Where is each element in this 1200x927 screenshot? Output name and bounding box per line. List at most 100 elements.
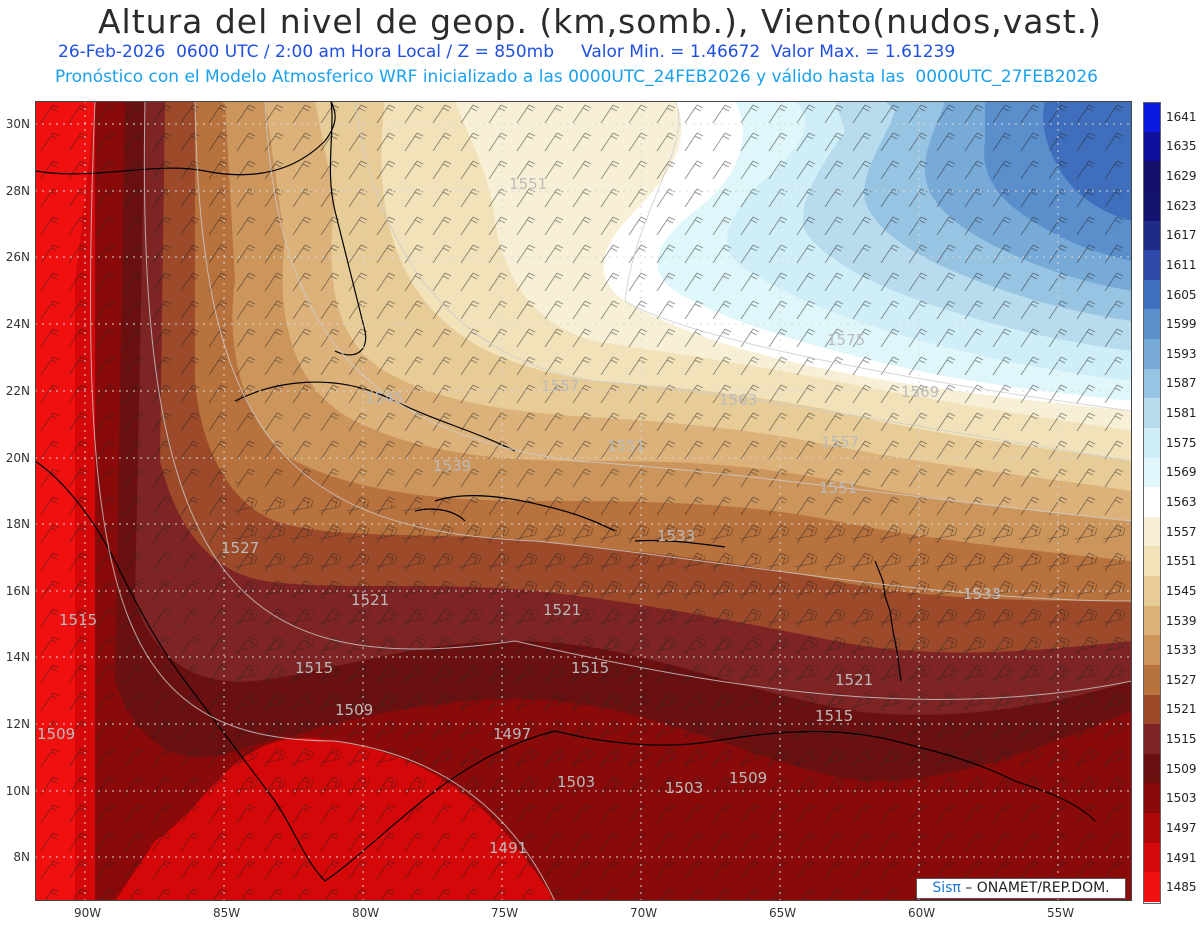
contour-label: 1563 bbox=[719, 391, 757, 409]
color-scale-swatch bbox=[1143, 516, 1160, 547]
color-scale-label: 1539 bbox=[1166, 613, 1197, 628]
color-scale-swatch bbox=[1143, 753, 1160, 784]
lat-label: 20N bbox=[5, 451, 30, 465]
contour-label: 1533 bbox=[657, 527, 695, 545]
lat-label: 18N bbox=[5, 517, 30, 531]
credit-box: Sisπ – ONAMET/REP.DOM. bbox=[916, 878, 1126, 899]
forecast-map: 1551 1575 1569 1563 1557 1551 1557 1545 … bbox=[35, 101, 1132, 901]
color-scale-label: 1551 bbox=[1166, 554, 1197, 569]
color-scale-swatch bbox=[1143, 576, 1160, 607]
contour-label: 1551 bbox=[509, 175, 547, 193]
color-scale-label: 1641 bbox=[1166, 109, 1197, 124]
lon-label: 60W bbox=[908, 906, 936, 920]
color-scale-swatch bbox=[1143, 694, 1160, 725]
contour-label: 1527 bbox=[221, 539, 259, 557]
color-scale-swatch bbox=[1143, 190, 1160, 221]
sistpi-logo: Sisπ bbox=[932, 880, 961, 896]
color-scale-swatch bbox=[1143, 813, 1160, 844]
lat-label: 14N bbox=[5, 650, 30, 664]
contour-label: 1551 bbox=[819, 479, 857, 497]
color-scale-swatch bbox=[1143, 368, 1160, 399]
color-scale-frame bbox=[1143, 102, 1161, 904]
color-scale-swatch bbox=[1143, 250, 1160, 281]
lon-label: 55W bbox=[1047, 906, 1075, 920]
contour-label: 1569 bbox=[901, 383, 939, 401]
lat-label: 8N bbox=[13, 850, 30, 864]
color-scale-label: 1635 bbox=[1166, 139, 1197, 154]
color-scale-label: 1581 bbox=[1166, 406, 1197, 421]
color-scale-swatch bbox=[1143, 398, 1160, 429]
color-scale-label: 1503 bbox=[1166, 791, 1197, 806]
contour-label: 1491 bbox=[489, 839, 527, 857]
color-scale-label: 1629 bbox=[1166, 169, 1197, 184]
color-scale-swatch bbox=[1143, 339, 1160, 370]
lat-label: 28N bbox=[5, 184, 30, 198]
color-scale-swatch bbox=[1143, 131, 1160, 162]
color-scale-label: 1497 bbox=[1166, 820, 1197, 835]
contour-label: 1509 bbox=[37, 725, 75, 743]
color-scale-label: 1521 bbox=[1166, 702, 1197, 717]
wind-barbs-trades bbox=[235, 481, 1132, 801]
gulf-coast-us bbox=[35, 101, 336, 176]
contour-label: 1521 bbox=[543, 601, 581, 619]
color-scale-swatch bbox=[1143, 724, 1160, 755]
lat-lon-grid bbox=[35, 101, 1132, 901]
contour-label: 1497 bbox=[493, 725, 531, 743]
map-canvas: 1551 1575 1569 1563 1557 1551 1557 1545 … bbox=[35, 101, 1132, 901]
color-scale-swatch bbox=[1143, 487, 1160, 518]
color-scale-label: 1575 bbox=[1166, 435, 1197, 450]
color-scale-swatch bbox=[1143, 220, 1160, 251]
lon-label: 85W bbox=[213, 906, 241, 920]
contour-label: 1551 bbox=[607, 437, 645, 455]
contour-label: 1533 bbox=[963, 585, 1001, 603]
contour-label: 1545 bbox=[365, 389, 403, 407]
color-scale-swatch bbox=[1143, 664, 1160, 696]
color-scale-label: 1605 bbox=[1166, 287, 1197, 302]
map-title: Altura del nivel de geop. (km,somb.), Vi… bbox=[97, 2, 1103, 41]
color-scale-label: 1491 bbox=[1166, 850, 1197, 865]
contour-lines bbox=[89, 101, 1132, 901]
color-scale-label: 1485 bbox=[1166, 880, 1197, 895]
color-scale-swatch bbox=[1143, 872, 1160, 903]
contour-label: 1503 bbox=[665, 779, 703, 797]
color-scale-swatch bbox=[1143, 309, 1160, 340]
color-scale-label: 1617 bbox=[1166, 228, 1197, 243]
contour-label: 1515 bbox=[815, 707, 853, 725]
contour-label: 1521 bbox=[351, 591, 389, 609]
contour-label: 1575 bbox=[827, 331, 865, 349]
lat-label: 24N bbox=[5, 317, 30, 331]
color-scale-label: 1623 bbox=[1166, 198, 1197, 213]
contour-label: 1503 bbox=[557, 773, 595, 791]
contour-label: 1557 bbox=[821, 433, 859, 451]
color-scale-label: 1509 bbox=[1166, 761, 1197, 776]
lon-label: 70W bbox=[630, 906, 658, 920]
south-america-coast bbox=[554, 730, 1096, 822]
credit-text: ONAMET/REP.DOM. bbox=[976, 880, 1110, 896]
color-scale-label: 1515 bbox=[1166, 732, 1197, 747]
lat-label: 16N bbox=[5, 584, 30, 598]
contour-label: 1509 bbox=[729, 769, 767, 787]
color-scale-label: 1611 bbox=[1166, 257, 1197, 272]
color-scale-swatch bbox=[1143, 842, 1160, 873]
color-scale-swatch bbox=[1143, 605, 1160, 636]
color-scale-swatch bbox=[1143, 427, 1160, 459]
color-scale-label: 1563 bbox=[1166, 495, 1197, 509]
color-scale-swatch bbox=[1143, 783, 1160, 814]
contour-label-group: 1551 1575 1569 1563 1557 1551 1557 1545 … bbox=[37, 175, 1001, 857]
lat-label: 30N bbox=[5, 117, 30, 131]
color-scale-label: 1569 bbox=[1166, 465, 1197, 480]
color-scale-label: 1593 bbox=[1166, 346, 1197, 361]
jamaica-coast bbox=[414, 508, 466, 522]
hispaniola-coast bbox=[434, 494, 616, 532]
credit-sep: – bbox=[965, 880, 977, 896]
color-scale-swatch bbox=[1143, 635, 1160, 666]
color-scale-label: 1545 bbox=[1166, 583, 1197, 598]
lat-label: 26N bbox=[5, 250, 30, 264]
color-scale-label: 1587 bbox=[1166, 376, 1197, 391]
color-scale-swatch bbox=[1143, 457, 1160, 488]
color-scale-label: 1557 bbox=[1166, 524, 1197, 539]
color-scale-swatch bbox=[1143, 279, 1160, 310]
color-scale-label: 1533 bbox=[1166, 643, 1197, 658]
contour-label: 1521 bbox=[835, 671, 873, 689]
color-scale-label: 1527 bbox=[1166, 672, 1197, 687]
